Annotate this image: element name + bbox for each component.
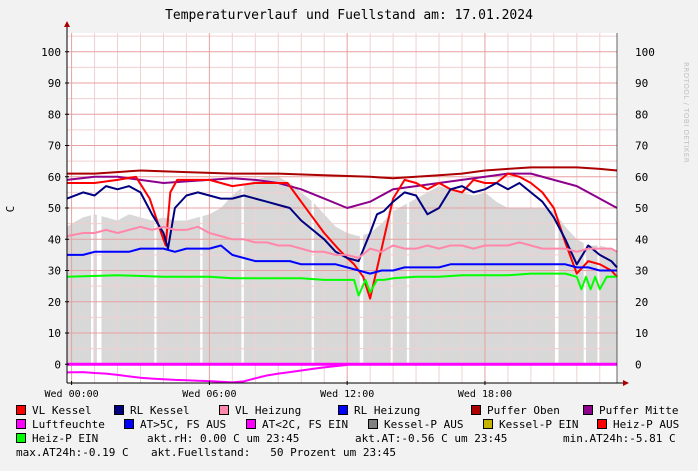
area-gap: [91, 33, 94, 365]
series-layer: [66, 166, 618, 384]
legend-label: Puffer Mitte: [599, 404, 679, 417]
info-fill-level: akt.Fuellstand: 50 Prozent um 23:45: [151, 446, 397, 459]
series-rl-kessel: [66, 182, 618, 269]
y-tick-label-right: 30: [635, 265, 648, 278]
area-gap: [96, 33, 102, 365]
chart: 0 0 10 10 20 20 30 30 40 40 50 50 60 60 70 70 80 80 90 90 10…: [4, 21, 655, 400]
legend-swatch: [16, 405, 26, 415]
y-tick-label-right: 90: [635, 77, 648, 90]
legend-item: Puffer Oben: [471, 404, 560, 418]
x-tick-label: Wed 18:00: [458, 389, 512, 400]
legend-label: VL Kessel: [32, 404, 92, 417]
info-humidity: akt.rH: 0.00 C um 23:45: [147, 432, 300, 445]
area-gap: [200, 33, 203, 365]
series-vl-heizung: [66, 225, 618, 259]
legend-item: Kessel-P EIN: [483, 418, 578, 432]
legend-label: Kessel-P AUS: [384, 418, 464, 431]
legend-swatch: [583, 405, 593, 415]
legend-swatch: [368, 419, 378, 429]
legend-swatch: [483, 419, 493, 429]
series-vl-kessel: [67, 172, 618, 300]
y-tick-label-right: 80: [635, 108, 648, 121]
legend-swatch: [16, 419, 26, 429]
y-tick-label-left: 60: [48, 171, 61, 184]
y-tick-label-left: 90: [48, 77, 61, 90]
x-tick-label: Wed 00:00: [44, 389, 98, 400]
y-tick-label-right: 10: [635, 327, 648, 340]
series-rl-heizung: [67, 244, 617, 275]
legend-item: RL Heizung: [338, 404, 420, 418]
area-gap: [390, 33, 394, 365]
legend-swatch: [246, 419, 256, 429]
y-tick-label-left: 50: [48, 202, 61, 215]
x-tick-label: Wed 12:00: [320, 389, 374, 400]
y-tick-label-left: 100: [41, 46, 61, 59]
y-axis-arrow: [64, 21, 70, 27]
legend-item: AT>5C, FS AUS: [124, 418, 226, 432]
y-tick-label-right: 100: [635, 46, 655, 59]
area-gap: [241, 33, 244, 365]
axes-layer: [64, 21, 629, 386]
y-tick-label-right: 50: [635, 202, 648, 215]
area-gap: [359, 33, 364, 365]
info-outdoor-temp: akt.AT:-0.56 C um 23:45: [355, 432, 508, 445]
legend-item: RL Kessel: [114, 404, 190, 418]
area-gap: [555, 33, 559, 365]
legend-label: Luftfeuchte: [32, 418, 105, 431]
legend-label: Puffer Oben: [487, 404, 560, 417]
series-heiz-p-ein: [66, 272, 617, 297]
legend-swatch: [16, 433, 26, 443]
y-tick-label-right: 70: [635, 140, 648, 153]
legend-label: VL Heizung: [235, 404, 302, 417]
legend-item: VL Heizung: [219, 404, 301, 418]
x-tick-label: Wed 06:00: [182, 389, 236, 400]
info-min-temp: min.AT24h:-5.81 C: [563, 432, 676, 445]
y-tick-label-left: 70: [48, 140, 61, 153]
legend-swatch: [471, 405, 481, 415]
y-tick-label-left: 80: [48, 108, 61, 121]
legend-item: VL Kessel: [16, 404, 92, 418]
legend-label: Heiz-P EIN: [32, 432, 99, 445]
legend-item: Heiz-P AUS: [597, 418, 679, 432]
y-tick-label-right: 40: [635, 233, 648, 246]
series-puffer-mitte: [66, 172, 618, 209]
legend-item: Heiz-P EIN: [16, 432, 98, 446]
legend-swatch: [124, 419, 134, 429]
legend: VL Kessel RL Kessel VL Heizung RL Heizun…: [0, 400, 698, 470]
x-axis-arrow: [623, 380, 629, 386]
legend-label: RL Heizung: [354, 404, 421, 417]
tick-labels: 0 0 10 10 20 20 30 30 40 40 50 50 60 60 70 70 80 80 90 90 10…: [41, 46, 655, 400]
legend-item: Luftfeuchte: [16, 418, 105, 432]
legend-swatch: [338, 405, 348, 415]
y-tick-label-left: 30: [48, 265, 61, 278]
area-gap: [154, 33, 157, 365]
area-gap: [406, 33, 410, 365]
legend-item: Kessel-P AUS: [368, 418, 463, 432]
series-puffer-oben: [67, 166, 618, 180]
legend-swatch: [597, 419, 607, 429]
area-gap: [311, 33, 314, 365]
y-tick-label-left: 20: [48, 296, 61, 309]
y-tick-label-right: 20: [635, 296, 648, 309]
y-tick-label-right: 0: [635, 358, 642, 371]
legend-swatch: [114, 405, 124, 415]
area-gap: [583, 33, 586, 365]
y-axis-label: C: [4, 206, 17, 213]
chart-title: Temperaturverlauf und Fuellstand am: 17.…: [165, 8, 533, 23]
legend-label: AT>5C, FS AUS: [140, 418, 227, 431]
y-tick-label-left: 10: [48, 327, 61, 340]
y-tick-label-left: 40: [48, 233, 61, 246]
legend-label: Kessel-P EIN: [499, 418, 579, 431]
legend-item: Puffer Mitte: [583, 404, 678, 418]
legend-item: AT<2C, FS EIN: [246, 418, 348, 432]
legend-swatch: [219, 405, 229, 415]
y-tick-label-left: 0: [54, 358, 61, 371]
y-tick-label-right: 60: [635, 171, 648, 184]
legend-label: Heiz-P AUS: [613, 418, 680, 431]
legend-label: RL Kessel: [130, 404, 190, 417]
legend-label: AT<2C, FS EIN: [262, 418, 349, 431]
info-max-temp: max.AT24h:-0.19 C: [16, 446, 129, 459]
